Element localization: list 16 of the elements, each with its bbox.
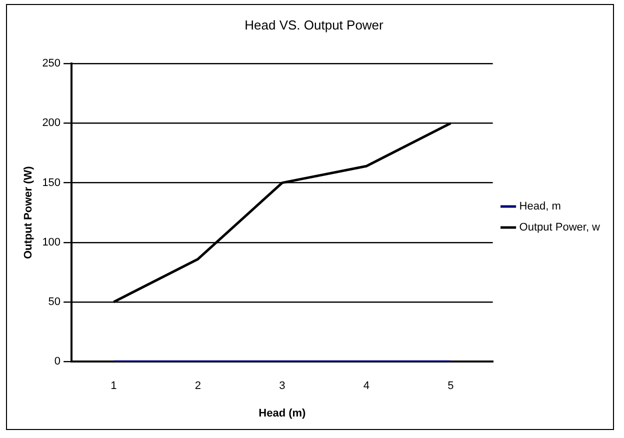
y-tick-label: 100 — [42, 236, 61, 248]
legend-label: Output Power, w — [519, 222, 600, 234]
y-tick-label: 50 — [48, 296, 61, 308]
chart-title: Head VS. Output Power — [244, 17, 384, 32]
x-tick-label: 4 — [363, 380, 370, 392]
y-tick-label: 0 — [54, 356, 61, 368]
x-tick-label: 1 — [110, 380, 117, 392]
x-axis-title: Head (m) — [258, 407, 306, 420]
legend-label: Head, m — [519, 200, 561, 213]
y-tick-label: 150 — [42, 176, 61, 189]
x-tick-label: 5 — [448, 380, 454, 392]
x-tick-label: 3 — [279, 380, 286, 392]
y-axis-title: Output Power (W) — [22, 166, 35, 260]
y-tick-label: 250 — [42, 58, 61, 70]
y-tick-label: 200 — [42, 117, 61, 130]
x-tick-label: 2 — [194, 380, 201, 392]
